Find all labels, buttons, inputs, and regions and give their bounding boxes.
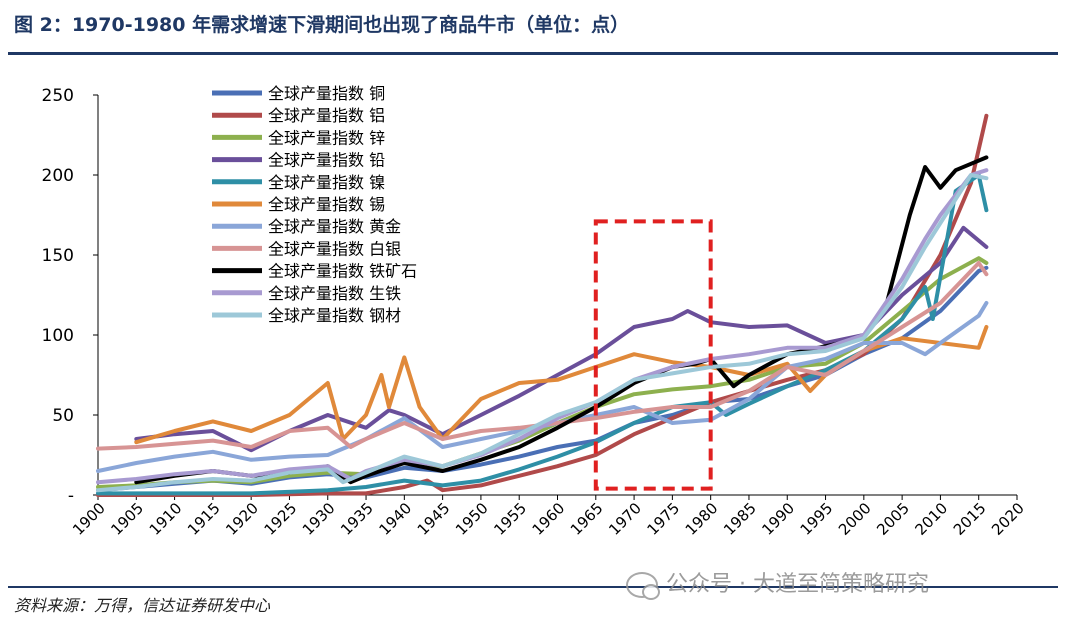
x-tick-label: 1905 <box>107 499 147 539</box>
x-tick-label: 1990 <box>758 499 798 539</box>
highlight-box <box>593 219 713 491</box>
series-layer <box>96 113 989 497</box>
x-tick-label: 2015 <box>950 499 990 539</box>
x-tick-label: 1980 <box>682 499 722 539</box>
x-tick-label: 1910 <box>146 499 186 539</box>
x-tick-label: 1985 <box>720 499 760 539</box>
x-tick-label: 1995 <box>797 499 837 539</box>
x-tick-label: 1935 <box>337 499 377 539</box>
x-tick-label: 1960 <box>529 499 569 539</box>
y-tick-label: 100 <box>42 326 74 346</box>
series-line-9 <box>134 155 989 485</box>
x-tick-label: 1975 <box>643 499 683 539</box>
legend-label: 全球产量指数 锡 <box>268 195 385 214</box>
x-tick-label: 2010 <box>912 499 952 539</box>
line-chart: -501001502002501900190519101915192019251… <box>42 84 1028 539</box>
legend-label: 全球产量指数 生铁 <box>268 284 401 303</box>
y-tick-label: - <box>68 486 74 506</box>
series-line-7 <box>96 301 989 473</box>
chart-title: 图 2：1970-1980 年需求增速下滑期间也出现了商品牛市（单位：点） <box>14 14 630 36</box>
x-tick-label: 1955 <box>490 499 530 539</box>
x-tick-label: 1900 <box>69 499 109 539</box>
x-tick-label: 2020 <box>988 499 1028 539</box>
legend-label: 全球产量指数 锌 <box>268 128 385 147</box>
series-line-11 <box>96 173 989 493</box>
footer-divider <box>8 586 1058 588</box>
x-tick-label: 1930 <box>299 499 339 539</box>
x-tick-label: 1925 <box>261 499 301 539</box>
x-tick-label: 1920 <box>222 499 262 539</box>
legend-label: 全球产量指数 钢材 <box>268 306 401 325</box>
legend-label: 全球产量指数 铜 <box>268 84 385 103</box>
watermark: 公众号 · 大道至简策略研究 <box>626 566 929 600</box>
y-tick-label: 250 <box>42 86 74 106</box>
x-tick-label: 1970 <box>605 499 645 539</box>
x-tick-label: 1940 <box>375 499 415 539</box>
series-line-10 <box>96 168 989 485</box>
x-tick-label: 2000 <box>835 499 875 539</box>
y-tick-label: 50 <box>52 406 74 426</box>
watermark-text: 公众号 · 大道至简策略研究 <box>666 572 929 597</box>
x-tick-label: 1945 <box>414 499 454 539</box>
legend-label: 全球产量指数 铝 <box>268 106 385 125</box>
x-tick-label: 2005 <box>873 499 913 539</box>
y-tick-label: 150 <box>42 246 74 266</box>
wechat-icon <box>626 572 660 600</box>
x-tick-label: 1915 <box>184 499 224 539</box>
source-note: 资料来源：万得，信达证券研发中心 <box>14 596 271 615</box>
legend-label: 全球产量指数 铁矿石 <box>268 262 417 281</box>
legend-label: 全球产量指数 黄金 <box>268 217 401 236</box>
highlight-layer <box>593 219 713 491</box>
x-tick-label: 1950 <box>452 499 492 539</box>
y-tick-label: 200 <box>42 166 74 186</box>
title-divider <box>8 52 1058 55</box>
legend-label: 全球产量指数 铅 <box>268 151 385 170</box>
legend-label: 全球产量指数 镍 <box>268 173 385 192</box>
legend-label: 全球产量指数 白银 <box>268 239 401 258</box>
x-tick-label: 1965 <box>567 499 607 539</box>
